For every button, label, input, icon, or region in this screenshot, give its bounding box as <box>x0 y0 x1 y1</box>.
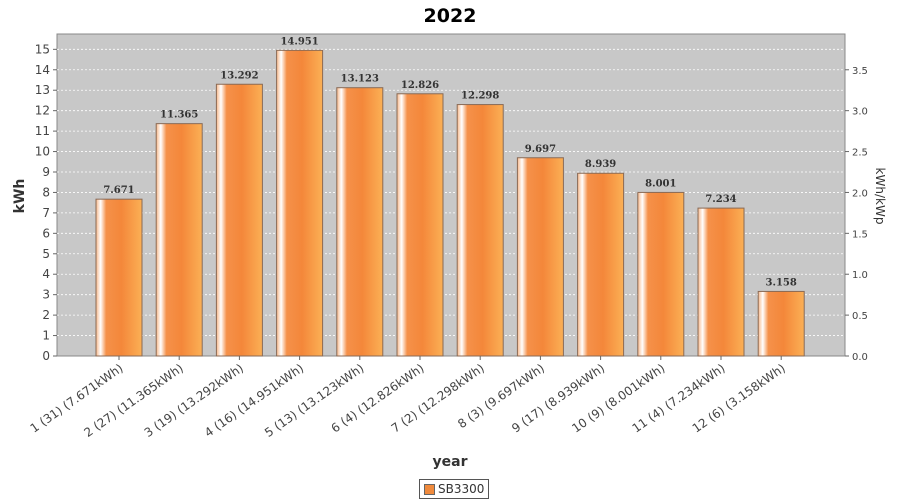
bar-value-label: 13.292 <box>220 70 258 81</box>
bar <box>577 172 625 357</box>
bar <box>336 87 384 357</box>
bar-value-label: 8.939 <box>585 159 616 170</box>
y-tick-label: 14 <box>35 63 50 77</box>
y-tick-label: 8 <box>42 185 50 199</box>
x-tick-label: 2 (27) (11.365kWh) <box>81 361 185 440</box>
legend-label: SB3300 <box>438 482 485 496</box>
y2-tick-label: 2.5 <box>852 148 868 159</box>
y2-tick-label: 2.0 <box>852 188 868 199</box>
legend: SB3300 <box>419 479 490 499</box>
bar-value-label: 12.826 <box>401 80 439 91</box>
y2-tick-label: 3.5 <box>852 66 868 77</box>
y-tick-label: 6 <box>42 226 50 240</box>
bar-value-label: 13.123 <box>341 74 379 85</box>
bar <box>516 157 564 357</box>
bar-value-label: 7.671 <box>103 185 134 196</box>
y2-tick-label: 0.5 <box>852 311 868 322</box>
bar-value-label: 3.158 <box>766 277 797 288</box>
y-tick-label: 11 <box>35 124 50 138</box>
bar-value-label: 14.951 <box>280 36 318 47</box>
bar-value-label: 11.365 <box>160 110 198 121</box>
bar-value-label: 12.298 <box>461 91 499 102</box>
bar-value-label: 7.234 <box>705 194 736 205</box>
y-tick-label: 13 <box>35 83 50 97</box>
y2-tick-label: 0.0 <box>852 352 868 363</box>
y-tick-label: 10 <box>35 145 50 159</box>
y-tick-label: 1 <box>42 329 50 343</box>
bar <box>215 83 263 357</box>
x-tick-label: 5 (13) (13.123kWh) <box>262 361 366 440</box>
y2-tick-label: 3.0 <box>852 107 868 118</box>
y-tick-label: 12 <box>35 104 50 118</box>
bar-value-label: 9.697 <box>525 144 556 155</box>
y2-tick-label: 1.5 <box>852 229 868 240</box>
legend-swatch <box>424 483 435 495</box>
y-tick-label: 7 <box>42 206 50 220</box>
y-tick-label: 5 <box>42 247 50 261</box>
bar <box>456 104 504 357</box>
bar-value-label: 8.001 <box>645 178 676 189</box>
x-tick-label: 3 (19) (13.292kWh) <box>142 361 246 440</box>
bar <box>396 93 444 357</box>
y2-tick-label: 1.0 <box>852 270 868 281</box>
x-axis: 1 (31) (7.671kWh)2 (27) (11.365kWh)3 (19… <box>28 356 788 440</box>
y-tick-label: 3 <box>42 288 50 302</box>
y-tick-label: 15 <box>35 42 50 56</box>
bar <box>276 49 324 357</box>
y2-axis: 0.0 0.5 1.0 1.5 2.0 2.5 3.0 3.5 <box>845 66 868 363</box>
bar <box>697 207 745 357</box>
x-axis-label: year <box>433 454 468 470</box>
bars: 7.671 11.365 13.292 14.951 13.123 12.826 12.29… <box>95 36 805 357</box>
bar <box>95 198 143 357</box>
bar <box>757 290 805 357</box>
y-tick-label: 9 <box>42 165 50 179</box>
chart-title: 2022 <box>424 5 477 27</box>
y2-axis-label: kWh/kWp <box>873 168 887 225</box>
x-tick-label: 4 (16) (14.951kWh) <box>202 361 306 440</box>
y-tick-label: 0 <box>42 349 50 363</box>
bar <box>637 191 685 357</box>
y-tick-label: 4 <box>42 267 50 281</box>
bar <box>155 123 203 357</box>
y-tick-label: 2 <box>42 308 50 322</box>
y-axis-label: kWh <box>12 179 28 214</box>
